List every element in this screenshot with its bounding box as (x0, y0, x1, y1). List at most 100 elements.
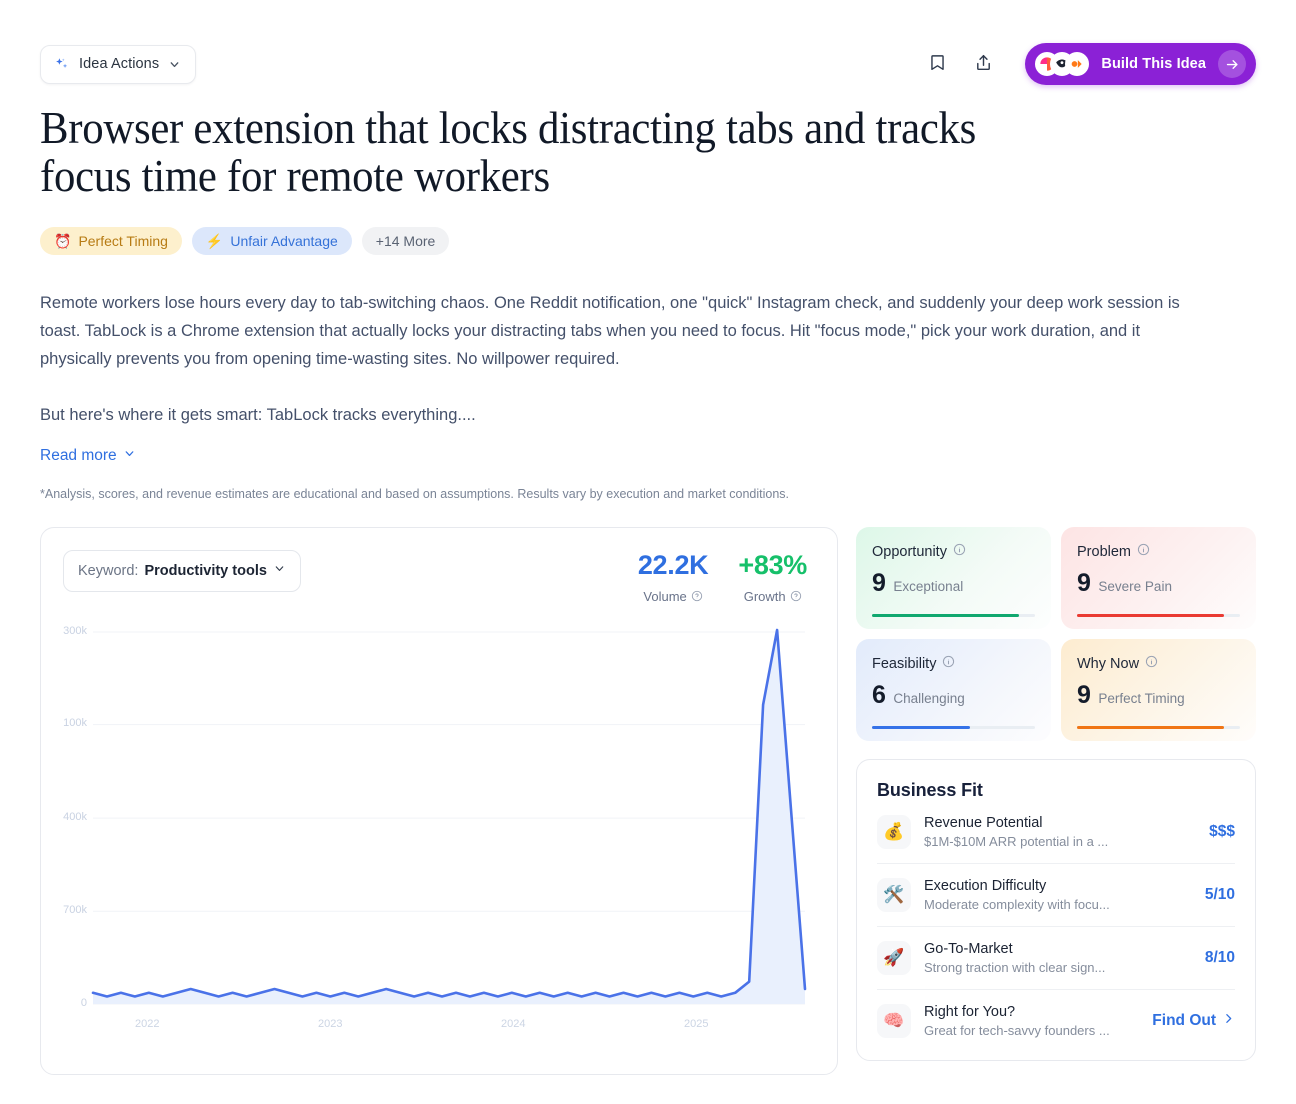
chevron-down-icon (123, 447, 136, 465)
business-fit-row: 🚀 Go-To-Market Strong traction with clear … (877, 927, 1235, 990)
score-descriptor: Challenging (893, 690, 965, 706)
tag-more-count[interactable]: +14 More (361, 226, 450, 255)
tag-list: ⏰ Perfect Timing ⚡ Unfair Advantage +14 … (40, 226, 1256, 255)
share-icon (974, 53, 993, 75)
score-card-why-now: Why Now 9 Perfect Timing (1061, 638, 1256, 741)
score-cards: Opportunity 9 Exceptional (856, 526, 1256, 741)
top-toolbar: Idea Actions (40, 0, 1256, 85)
business-fit-heading: Business Fit (877, 779, 983, 800)
tag-unfair-advantage[interactable]: ⚡ Unfair Advantage (191, 226, 352, 255)
info-icon[interactable] (953, 543, 966, 561)
build-this-idea-button[interactable]: Build This Idea (1025, 43, 1256, 85)
business-fit-card: Business Fit 💰 Revenue Potential $1M-$10M … (856, 758, 1256, 1061)
y-axis-tick-label: 700k (63, 903, 87, 916)
score-label: Opportunity (872, 543, 947, 560)
business-fit-value: 8/10 (1204, 948, 1235, 966)
business-fit-description: Great for tech-savvy founders ... (924, 1022, 1110, 1038)
bookmark-icon (928, 53, 947, 75)
share-button[interactable] (965, 46, 1001, 82)
idea-actions-button[interactable]: Idea Actions (40, 44, 197, 84)
volume-label: Volume (643, 588, 687, 604)
keyword-prefix-label: Keyword: (78, 562, 139, 579)
read-more-label: Read more (40, 446, 117, 464)
help-icon[interactable] (691, 590, 703, 602)
score-card-feasibility: Feasibility 6 Challenging (856, 638, 1051, 741)
partner-logo-3-icon (1065, 52, 1090, 76)
growth-value: +83% (738, 549, 807, 580)
business-fit-value: 5/10 (1204, 885, 1235, 903)
build-this-idea-label: Build This Idea (1101, 56, 1206, 72)
partner-avatars (1035, 52, 1090, 76)
description-paragraph-1: Remote workers lose hours every day to t… (40, 293, 1180, 368)
business-fit-row[interactable]: 🧠 Right for You? Great for tech-savvy foun… (877, 990, 1235, 1052)
read-more-button[interactable]: Read more (40, 447, 136, 465)
info-icon[interactable] (1145, 655, 1158, 673)
business-fit-title: Revenue Potential (924, 814, 1043, 831)
y-axis-tick-label: 100k (63, 717, 87, 730)
chart-header: Keyword: Productivity tools 22.2K Volume (63, 549, 815, 604)
score-card-opportunity: Opportunity 9 Exceptional (856, 526, 1051, 629)
help-icon[interactable] (790, 590, 802, 602)
score-progress-bar (872, 613, 1035, 617)
business-fit-title: Go-To-Market (924, 940, 1013, 957)
business-fit-text: Right for You? Great for tech-savvy found… (924, 1004, 1139, 1038)
x-axis-tick-label: 2025 (684, 1017, 709, 1030)
volume-value: 22.2K (637, 549, 709, 580)
page-title: Browser extension that locks distracting… (40, 102, 977, 202)
insights-section: Keyword: Productivity tools 22.2K Volume (40, 526, 1256, 1075)
chart-metrics: 22.2K Volume (638, 550, 815, 604)
search-trend-card: Keyword: Productivity tools 22.2K Volume (40, 526, 838, 1075)
x-axis-tick-label: 2024 (501, 1017, 526, 1030)
score-descriptor: Severe Pain (1098, 578, 1172, 594)
right-column: Opportunity 9 Exceptional (856, 526, 1256, 1061)
score-card-problem: Problem 9 Severe Pain (1061, 526, 1256, 629)
idea-actions-label: Idea Actions (79, 56, 160, 72)
rocket-icon: 🚀 (877, 940, 911, 975)
info-icon[interactable] (942, 655, 955, 673)
business-fit-text: Revenue Potential $1M-$10M ARR potential … (924, 815, 1196, 849)
score-progress-bar (1077, 725, 1240, 729)
brain-icon: 🧠 (877, 1003, 911, 1038)
score-label: Problem (1077, 543, 1131, 560)
bookmark-button[interactable] (919, 46, 955, 82)
lightning-bolt-icon: ⚡ (205, 232, 224, 249)
chevron-right-icon (1222, 1012, 1235, 1030)
alarm-clock-icon: ⏰ (54, 232, 72, 249)
score-value: 9 (1077, 568, 1091, 597)
score-value: 9 (1077, 680, 1091, 709)
business-fit-row: 💰 Revenue Potential $1M-$10M ARR potential… (877, 801, 1235, 864)
keyword-value: Productivity tools (144, 562, 267, 579)
chevron-down-icon (168, 58, 181, 71)
info-icon[interactable] (1137, 543, 1150, 561)
find-out-label: Find Out (1152, 1011, 1216, 1029)
business-fit-value: $$$ (1209, 822, 1235, 840)
tag-label: +14 More (375, 232, 436, 249)
chevron-down-icon (273, 562, 286, 580)
tag-perfect-timing[interactable]: ⏰ Perfect Timing (40, 226, 182, 255)
description-paragraph-2: But here's where it gets smart: TabLock … (40, 405, 476, 424)
business-fit-row: 🛠️ Execution Difficulty Moderate complexit… (877, 864, 1235, 927)
y-axis-tick-label: 0 (80, 996, 87, 1009)
idea-description: Remote workers lose hours every day to t… (40, 289, 1215, 429)
business-fit-description: $1M-$10M ARR potential in a ... (924, 833, 1109, 849)
score-progress-bar (872, 725, 1035, 729)
business-fit-description: Moderate complexity with focu... (924, 896, 1110, 912)
search-trend-chart[interactable]: 300k 100k 400k 700k 0 2022 2023 2024 2025 (63, 620, 817, 1040)
metric-growth: +83% Growth (738, 550, 807, 604)
business-fit-text: Go-To-Market Strong traction with clear s… (924, 941, 1192, 975)
disclaimer-text: *Analysis, scores, and revenue estimates… (40, 486, 790, 501)
score-descriptor: Exceptional (893, 578, 964, 594)
x-axis-tick-label: 2022 (135, 1017, 160, 1030)
tag-label: Unfair Advantage (230, 232, 338, 249)
business-fit-title: Right for You? (924, 1003, 1016, 1020)
find-out-link[interactable]: Find Out (1152, 1012, 1235, 1030)
business-fit-description: Strong traction with clear sign... (924, 959, 1106, 975)
keyword-select[interactable]: Keyword: Productivity tools (63, 549, 301, 592)
metric-volume: 22.2K Volume (638, 550, 709, 604)
sparkle-icon (53, 56, 70, 73)
toolbar-actions: Build This Idea (919, 43, 1256, 85)
hammer-and-wrench-icon: 🛠️ (877, 877, 911, 912)
business-fit-text: Execution Difficulty Moderate complexity … (924, 878, 1192, 912)
trend-chart-svg (91, 628, 807, 1005)
